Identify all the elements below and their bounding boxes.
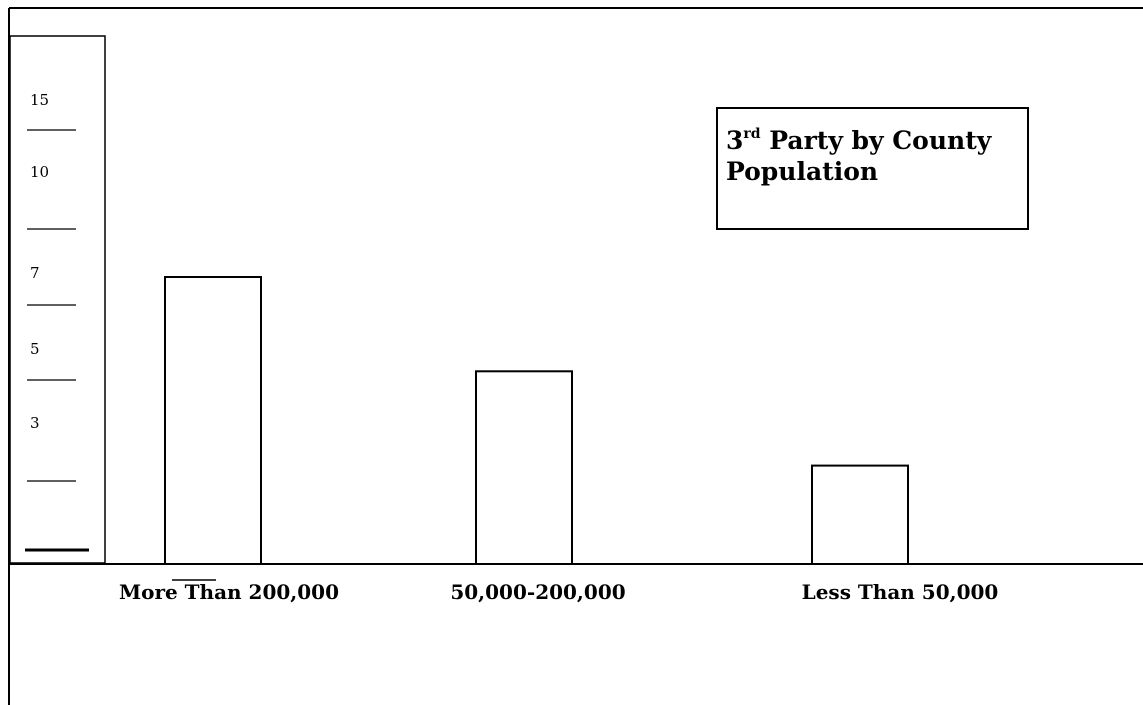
y-tick-label: 15 <box>30 91 49 109</box>
category-labels-group: More Than 200,000 50,000-200,000 Less Than… <box>119 580 998 604</box>
y-tick-label: 3 <box>30 414 40 432</box>
bar <box>164 276 262 565</box>
title-prefix: 3 <box>726 126 744 155</box>
y-tick-label: 10 <box>30 163 49 181</box>
category-label: 50,000-200,000 <box>450 580 625 604</box>
chart-title-box: 3rd Party by County Population <box>716 107 1029 230</box>
bars-group <box>164 276 909 566</box>
chart-title: 3rd Party by County Population <box>726 125 1016 187</box>
title-superscript: rd <box>743 125 761 142</box>
title-rest: Party by County Population <box>726 126 992 186</box>
y-tick-label: 5 <box>30 340 40 358</box>
category-label: Less Than 50,000 <box>802 580 999 604</box>
y-tick-label: 7 <box>30 264 40 282</box>
bar <box>811 464 909 566</box>
y-axis-box <box>9 35 106 564</box>
bar <box>475 370 573 565</box>
category-label: More Than 200,000 <box>119 580 339 604</box>
